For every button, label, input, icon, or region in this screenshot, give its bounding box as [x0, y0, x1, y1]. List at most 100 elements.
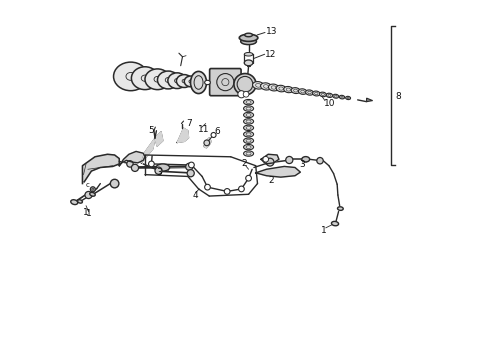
Ellipse shape [315, 92, 318, 95]
Text: c: c [86, 183, 90, 188]
Circle shape [90, 187, 96, 192]
Ellipse shape [246, 113, 251, 116]
Circle shape [266, 158, 274, 166]
Circle shape [155, 167, 162, 174]
Circle shape [187, 170, 194, 177]
Circle shape [237, 76, 253, 92]
Ellipse shape [174, 78, 180, 83]
Ellipse shape [331, 221, 339, 226]
Circle shape [263, 157, 269, 162]
Ellipse shape [244, 99, 253, 105]
Ellipse shape [246, 152, 251, 155]
Ellipse shape [284, 86, 293, 93]
Ellipse shape [313, 91, 320, 96]
Text: 6: 6 [215, 127, 220, 136]
Ellipse shape [333, 94, 339, 98]
Ellipse shape [245, 60, 253, 66]
Text: 8: 8 [396, 91, 401, 100]
Ellipse shape [246, 120, 251, 123]
Ellipse shape [252, 82, 264, 89]
Circle shape [239, 186, 245, 192]
Ellipse shape [301, 90, 304, 93]
Ellipse shape [261, 83, 271, 90]
Polygon shape [142, 138, 155, 163]
Circle shape [186, 163, 193, 170]
Ellipse shape [256, 84, 261, 87]
Ellipse shape [245, 33, 252, 37]
Text: 12: 12 [266, 50, 277, 59]
Ellipse shape [264, 85, 269, 88]
Ellipse shape [241, 38, 256, 45]
Ellipse shape [246, 139, 251, 142]
Ellipse shape [338, 207, 343, 210]
Polygon shape [367, 98, 373, 102]
Ellipse shape [244, 125, 253, 131]
Ellipse shape [77, 200, 82, 203]
Ellipse shape [276, 85, 286, 92]
Ellipse shape [326, 93, 333, 98]
Ellipse shape [156, 164, 170, 171]
Polygon shape [119, 152, 145, 166]
Circle shape [211, 132, 216, 138]
Ellipse shape [244, 132, 253, 137]
Ellipse shape [194, 76, 203, 89]
Polygon shape [177, 128, 189, 143]
Text: 3: 3 [299, 160, 305, 169]
Ellipse shape [126, 72, 135, 80]
Circle shape [238, 91, 245, 98]
Text: 1: 1 [86, 210, 92, 219]
Circle shape [131, 164, 139, 171]
Ellipse shape [239, 34, 258, 41]
Ellipse shape [345, 96, 350, 100]
Ellipse shape [244, 144, 253, 150]
Circle shape [127, 161, 133, 167]
Circle shape [224, 189, 230, 194]
Ellipse shape [347, 97, 349, 99]
Text: 5: 5 [148, 126, 154, 135]
Ellipse shape [246, 126, 251, 129]
Ellipse shape [335, 95, 337, 97]
Text: 13: 13 [266, 27, 277, 36]
Ellipse shape [298, 89, 307, 94]
Ellipse shape [291, 87, 300, 94]
Ellipse shape [176, 75, 192, 87]
Ellipse shape [191, 71, 207, 94]
Ellipse shape [131, 67, 159, 90]
Circle shape [205, 184, 210, 190]
Ellipse shape [339, 95, 344, 99]
Circle shape [204, 140, 210, 146]
Ellipse shape [184, 76, 197, 87]
Circle shape [217, 73, 234, 91]
Text: 1: 1 [321, 226, 326, 235]
Ellipse shape [114, 62, 148, 91]
Text: 2: 2 [242, 159, 247, 168]
Ellipse shape [269, 84, 279, 91]
Ellipse shape [246, 146, 251, 149]
Ellipse shape [246, 133, 251, 136]
Ellipse shape [244, 106, 253, 111]
Circle shape [243, 91, 249, 97]
Ellipse shape [244, 138, 253, 143]
Text: 11: 11 [198, 125, 209, 134]
Ellipse shape [244, 119, 253, 124]
Ellipse shape [165, 77, 171, 82]
Text: 2: 2 [268, 176, 273, 185]
Ellipse shape [145, 69, 170, 90]
Ellipse shape [154, 76, 161, 82]
Polygon shape [204, 138, 211, 148]
Circle shape [110, 179, 119, 188]
Ellipse shape [141, 75, 148, 81]
Ellipse shape [168, 73, 186, 89]
Polygon shape [82, 154, 119, 184]
Text: 7: 7 [186, 119, 192, 128]
Ellipse shape [244, 151, 253, 156]
Ellipse shape [294, 89, 297, 92]
Ellipse shape [279, 87, 283, 90]
Ellipse shape [245, 53, 253, 56]
Ellipse shape [189, 80, 193, 83]
FancyBboxPatch shape [210, 68, 241, 96]
Ellipse shape [319, 92, 326, 97]
Ellipse shape [90, 192, 95, 196]
Ellipse shape [234, 73, 256, 95]
Ellipse shape [308, 91, 311, 94]
